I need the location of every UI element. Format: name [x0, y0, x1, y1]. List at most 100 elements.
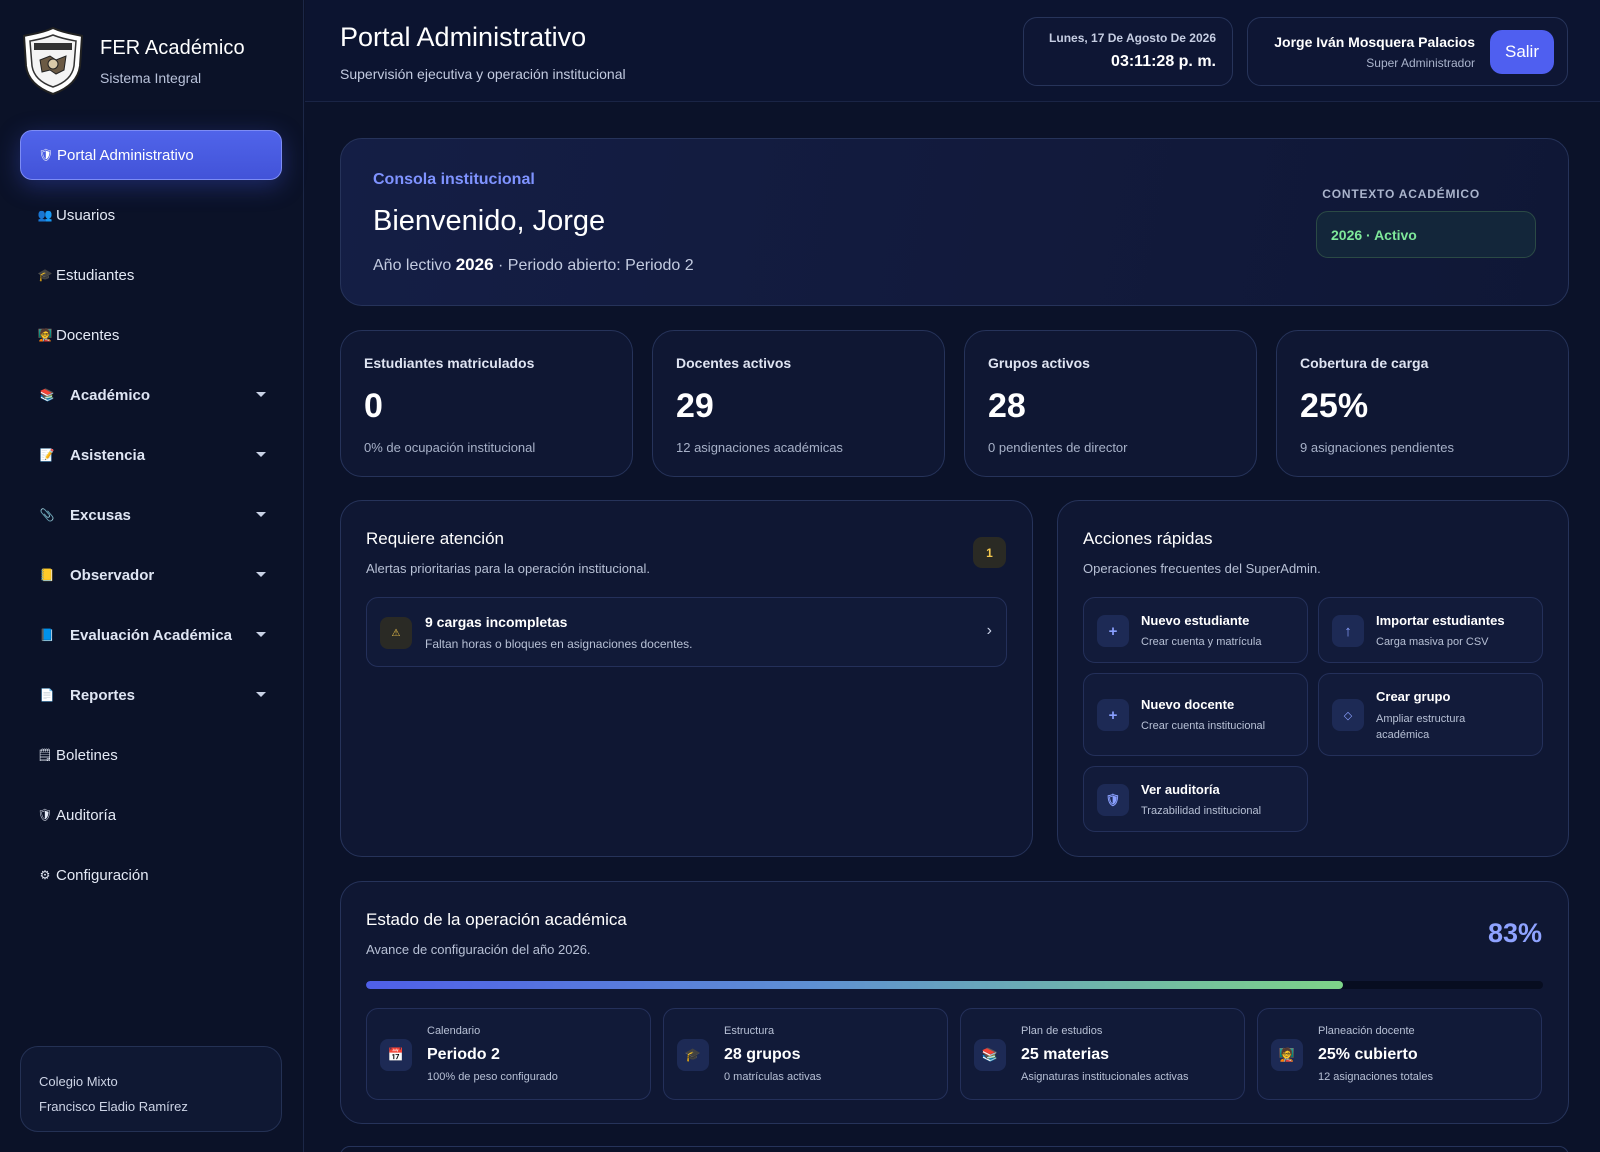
curriculum-card[interactable]: 📚 Plan de estudios 25 materias Asignatur… — [960, 1008, 1245, 1100]
action-title: Importar estudiantes — [1376, 613, 1505, 628]
action-title: Nuevo estudiante — [1141, 613, 1250, 628]
sidebar-item-auditoria[interactable]: 🛡 Auditoría — [20, 790, 282, 840]
ops-subtitle: 100% de peso configurado — [427, 1071, 558, 1083]
ops-title: 25% cubierto — [1318, 1046, 1418, 1063]
shield-icon: 🛡 — [1097, 784, 1129, 816]
context-label: CONTEXTO ACADÉMICO — [1322, 187, 1480, 201]
chevron-down-icon — [256, 452, 266, 457]
sidebar-item-reportes[interactable]: 📄 Reportes — [20, 670, 282, 720]
ops-subtitle: Asignaturas institucionales activas — [1021, 1071, 1189, 1083]
chevron-down-icon — [256, 392, 266, 397]
sidebar-item-label: Configuración — [56, 866, 149, 884]
stat-label: Grupos activos — [988, 355, 1090, 371]
operations-progress-bar — [366, 981, 1543, 989]
school-crest-icon — [20, 26, 86, 96]
operations-status-panel: Estado de la operación académica Avance … — [340, 881, 1569, 1124]
sidebar-item-usuarios[interactable]: 👥 Usuarios — [20, 190, 282, 240]
academic-year-line: Año lectivo 2026 · Periodo abierto: Peri… — [373, 255, 694, 275]
alert-subtitle: Faltan horas o bloques en asignaciones d… — [425, 637, 693, 651]
alert-item[interactable]: ⚠ 9 cargas incompletas Faltan horas o bl… — [366, 597, 1007, 667]
action-subtitle: Carga masiva por CSV — [1376, 636, 1489, 648]
ops-subtitle: 0 matrículas activas — [724, 1071, 822, 1083]
sidebar-item-label: Reportes — [70, 686, 136, 704]
teacher-planning-card[interactable]: 🧑‍🏫 Planeación docente 25% cubierto 12 a… — [1257, 1008, 1542, 1100]
ops-kicker: Plan de estudios — [1021, 1025, 1103, 1037]
sidebar-item-icon: 🛡 — [37, 808, 53, 822]
view-audit-button[interactable]: 🛡 Ver auditoría Trazabilidad institucion… — [1083, 766, 1308, 832]
sidebar-item-boletines[interactable]: 🗒 Boletines — [20, 730, 282, 780]
chevron-down-icon — [256, 632, 266, 637]
stat-card-students: Estudiantes matriculados 0 0% de ocupaci… — [340, 330, 633, 477]
stat-card-teachers: Docentes activos 29 12 asignaciones acad… — [652, 330, 945, 477]
sidebar-item-icon: ⚙ — [39, 868, 51, 882]
user-role: Super Administrador — [1366, 56, 1475, 70]
sidebar-item-label: Usuarios — [56, 206, 116, 224]
sidebar-nav: 🛡 Portal Administrativo 👥 Usuarios 🎓 Estudian… — [20, 130, 282, 910]
action-title: Ver auditoría — [1141, 782, 1220, 797]
sidebar-item-label: Auditoría — [56, 806, 117, 824]
stat-sub: 12 asignaciones académicas — [676, 440, 843, 455]
stat-value: 25% — [1300, 387, 1369, 425]
sidebar-item-label: Docentes — [56, 326, 120, 344]
create-group-button[interactable]: ◇ Crear grupo Ampliar estructura académi… — [1318, 673, 1543, 756]
stat-value: 28 — [988, 387, 1026, 425]
ops-title: 25 materias — [1021, 1046, 1110, 1063]
context-badge: 2026 · Activo — [1316, 211, 1536, 258]
brand-title: FER Académico — [100, 36, 245, 59]
sidebar-item-academico[interactable]: 📚 Académico — [20, 370, 282, 420]
page-subtitle: Supervisión ejecutiva y operación instit… — [340, 66, 626, 82]
import-students-button[interactable]: ↑ Importar estudiantes Carga masiva por … — [1318, 597, 1543, 663]
action-subtitle: Ampliar estructura académica — [1376, 713, 1466, 741]
action-subtitle: Crear cuenta y matrícula — [1141, 636, 1262, 648]
ops-kicker: Estructura — [724, 1025, 775, 1037]
sidebar-item-evaluacion-academica[interactable]: 📘 Evaluación Académica — [20, 610, 282, 660]
stat-value: 29 — [676, 387, 714, 425]
sidebar-item-icon: 📘 — [39, 628, 55, 642]
sidebar-item-icon: 🗒 — [37, 748, 53, 762]
ops-kicker: Calendario — [427, 1025, 481, 1037]
sidebar-item-icon: 📄 — [39, 688, 55, 702]
stat-label: Docentes activos — [676, 355, 792, 371]
stat-label: Cobertura de carga — [1300, 355, 1429, 371]
sidebar-item-icon: 🧑‍🏫 — [37, 328, 53, 342]
sidebar-item-configuracion[interactable]: ⚙ Configuración — [20, 850, 282, 900]
quick-actions-subtitle: Operaciones frecuentes del SuperAdmin. — [1083, 561, 1321, 576]
plus-icon: + — [1097, 699, 1129, 731]
sidebar-item-portal-administrativo[interactable]: 🛡 Portal Administrativo — [20, 130, 282, 180]
sidebar-item-docentes[interactable]: 🧑‍🏫 Docentes — [20, 310, 282, 360]
new-teacher-button[interactable]: + Nuevo docente Crear cuenta institucion… — [1083, 673, 1308, 756]
sidebar-item-estudiantes[interactable]: 🎓 Estudiantes — [20, 250, 282, 300]
sidebar-item-excusas[interactable]: 📎 Excusas — [20, 490, 282, 540]
new-student-button[interactable]: + Nuevo estudiante Crear cuenta y matríc… — [1083, 597, 1308, 663]
sidebar-item-label: Asistencia — [70, 446, 146, 464]
welcome-hero: Consola institucional Bienvenido, Jorge … — [340, 138, 1569, 306]
stat-card-coverage: Cobertura de carga 25% 9 asignaciones pe… — [1276, 330, 1569, 477]
attention-panel: Requiere atención Alertas prioritarias p… — [340, 500, 1033, 857]
warning-icon: ⚠ — [380, 617, 412, 649]
sidebar-item-label: Observador — [70, 566, 155, 584]
sidebar-item-observador[interactable]: 📒 Observador — [20, 550, 282, 600]
period-text: · Periodo abierto: Periodo 2 — [498, 257, 694, 274]
chevron-down-icon — [256, 692, 266, 697]
action-title: Crear grupo — [1376, 689, 1451, 704]
operations-percent: 83% — [1487, 918, 1542, 948]
alert-count-badge: 1 — [973, 537, 1006, 568]
ops-subtitle: 12 asignaciones totales — [1318, 1071, 1433, 1083]
stat-card-groups: Grupos activos 28 0 pendientes de direct… — [964, 330, 1257, 477]
top-header: Portal Administrativo Supervisión ejecut… — [305, 0, 1600, 102]
action-subtitle: Crear cuenta institucional — [1141, 720, 1266, 732]
brand[interactable]: FER Académico Sistema Integral — [20, 26, 245, 96]
calendar-icon: 📅 — [380, 1039, 412, 1071]
ops-title: 28 grupos — [724, 1046, 801, 1063]
current-date: Lunes, 17 De Agosto De 2026 — [1049, 31, 1216, 45]
school-name-line1: Colegio Mixto — [39, 1074, 118, 1089]
logout-button[interactable]: Salir — [1490, 30, 1554, 74]
calendar-card[interactable]: 📅 Calendario Periodo 2 100% de peso conf… — [366, 1008, 651, 1100]
ops-title: Periodo 2 — [427, 1046, 500, 1063]
next-panel-edge — [340, 1146, 1569, 1152]
sidebar-item-icon: 🛡 — [38, 148, 54, 162]
stat-sub: 0 pendientes de director — [988, 440, 1128, 455]
progress-fill — [366, 981, 1343, 989]
sidebar-item-asistencia[interactable]: 📝 Asistencia — [20, 430, 282, 480]
structure-card[interactable]: 🎓 Estructura 28 grupos 0 matrículas acti… — [663, 1008, 948, 1100]
